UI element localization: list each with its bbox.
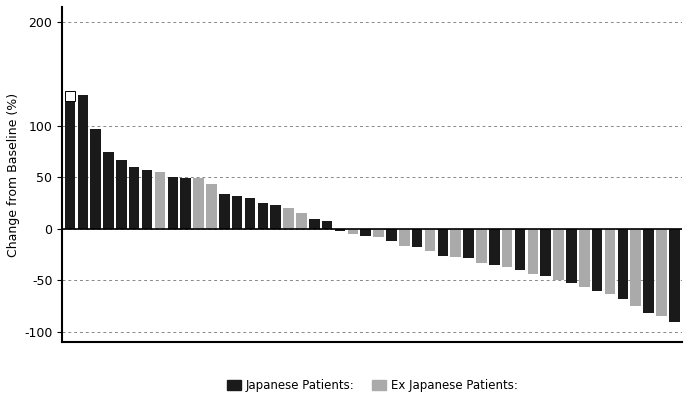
Bar <box>90 129 101 229</box>
Bar <box>489 229 500 265</box>
Bar <box>502 229 513 267</box>
Bar <box>65 90 75 101</box>
Bar <box>424 229 435 252</box>
Bar <box>258 203 268 229</box>
Bar <box>669 229 679 322</box>
Bar <box>579 229 590 287</box>
Bar <box>476 229 486 263</box>
Bar <box>463 229 474 258</box>
Bar <box>566 229 577 283</box>
Bar <box>77 95 88 229</box>
Bar <box>515 229 525 270</box>
Bar <box>116 160 127 229</box>
Bar <box>283 208 294 229</box>
Bar <box>65 95 75 229</box>
Bar <box>296 213 307 229</box>
Bar <box>103 152 114 229</box>
Bar <box>617 229 628 299</box>
Bar <box>360 229 371 236</box>
Bar <box>219 194 229 229</box>
Bar <box>129 167 139 229</box>
Bar <box>154 172 165 229</box>
Bar <box>193 178 204 229</box>
Bar <box>245 198 255 229</box>
Bar <box>335 229 345 231</box>
Bar <box>399 229 409 246</box>
Bar <box>553 229 564 280</box>
Bar <box>540 229 551 276</box>
Bar <box>438 229 448 256</box>
Legend: Japanese Patients:, Ex Japanese Patients:: Japanese Patients:, Ex Japanese Patients… <box>222 374 522 397</box>
Bar <box>451 229 461 257</box>
Bar <box>347 229 358 234</box>
Bar <box>644 229 654 313</box>
Bar <box>605 229 615 294</box>
Y-axis label: Change from Baseline (%): Change from Baseline (%) <box>7 93 20 257</box>
Bar <box>528 229 538 274</box>
Bar <box>386 229 397 241</box>
Bar <box>142 170 152 229</box>
Bar <box>656 229 667 316</box>
Bar <box>181 178 191 229</box>
Bar <box>412 229 422 247</box>
Bar <box>373 229 384 237</box>
Bar <box>630 229 641 306</box>
Bar <box>592 229 602 291</box>
Bar <box>270 205 281 229</box>
Bar <box>309 219 320 229</box>
Bar <box>232 196 243 229</box>
Bar <box>167 177 178 229</box>
Bar <box>322 220 332 229</box>
Bar <box>206 184 216 229</box>
